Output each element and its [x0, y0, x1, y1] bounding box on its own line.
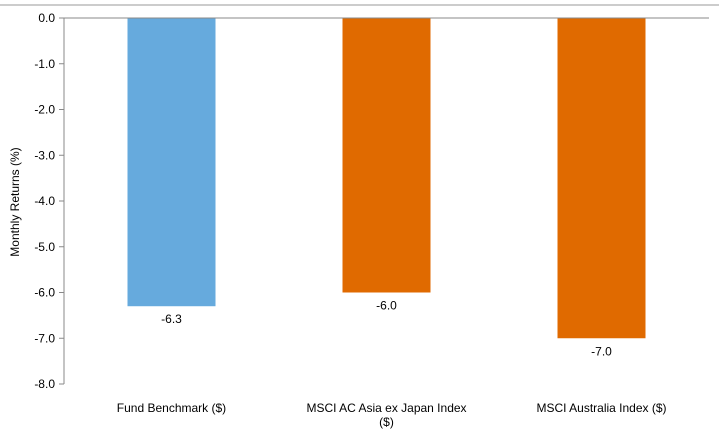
x-axis: Fund Benchmark ($) MSCI AC Asia ex Japan …	[64, 17, 709, 429]
category-label: MSCI Australia Index ($)	[536, 401, 666, 415]
y-tick-label: -3.0	[34, 148, 55, 162]
data-label: -7.0	[591, 344, 612, 358]
y-tick-label: -1.0	[34, 57, 55, 71]
data-labels: -6.3 -6.0 -7.0	[161, 299, 612, 359]
category-label: MSCI AC Asia ex Japan Index ($)	[306, 401, 466, 429]
y-tick-label: -2.0	[34, 103, 55, 117]
data-label: -6.3	[161, 312, 182, 326]
bars	[127, 18, 646, 339]
y-tick-label: 0.0	[38, 11, 55, 25]
bar	[557, 18, 646, 339]
y-tick-label: -6.0	[34, 286, 55, 300]
bar	[342, 18, 431, 293]
y-tick-label: -7.0	[34, 331, 55, 345]
y-axis: 0.0 -1.0 -2.0 -3.0 -4.0 -5.0 -6.0 -7.0 -8.0	[34, 11, 65, 391]
y-axis-title: Monthly Returns (%)	[8, 147, 22, 256]
y-tick-label: -8.0	[34, 377, 55, 391]
y-tick-label: -4.0	[34, 194, 55, 208]
y-tick-label: -5.0	[34, 240, 55, 254]
category-label: Fund Benchmark ($)	[117, 401, 226, 415]
bar	[127, 18, 216, 307]
data-label: -6.0	[376, 299, 397, 313]
